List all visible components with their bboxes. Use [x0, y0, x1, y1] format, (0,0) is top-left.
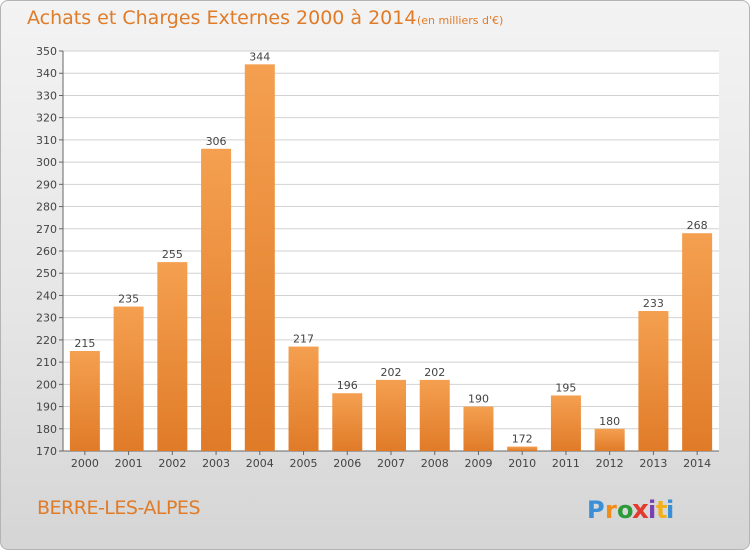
y-tick-label: 200 [36, 378, 57, 391]
data-label-2008: 202 [424, 366, 445, 379]
y-tick-label: 270 [36, 223, 57, 236]
data-label-2006: 196 [337, 379, 358, 392]
bar-2006 [332, 393, 363, 451]
y-tick-label: 230 [36, 312, 57, 325]
x-tick-label-2007: 2007 [377, 457, 405, 470]
y-tick-label: 170 [36, 445, 57, 458]
y-tick-label: 280 [36, 201, 57, 214]
bar-2011 [550, 395, 581, 451]
data-label-2000: 215 [74, 337, 95, 350]
data-label-2009: 190 [468, 393, 489, 406]
bar-2008 [419, 379, 450, 451]
bar-2003 [201, 148, 232, 451]
x-tick-label-2001: 2001 [115, 457, 143, 470]
x-tick-label-2014: 2014 [683, 457, 711, 470]
y-tick-label: 260 [36, 245, 57, 258]
data-label-2002: 255 [162, 248, 183, 261]
y-tick-label: 180 [36, 423, 57, 436]
bar-2009 [463, 406, 494, 451]
logo-letter: P [587, 496, 605, 524]
x-tick-label-2010: 2010 [508, 457, 536, 470]
x-tick-label-2000: 2000 [71, 457, 99, 470]
bar-2014 [682, 233, 713, 451]
x-tick-label-2004: 2004 [246, 457, 274, 470]
x-tick-label-2005: 2005 [290, 457, 318, 470]
logo-letter: o [617, 496, 634, 524]
x-tick-label-2008: 2008 [421, 457, 449, 470]
data-label-2012: 180 [599, 415, 620, 428]
x-tick-label-2006: 2006 [333, 457, 361, 470]
y-tick-label: 310 [36, 134, 57, 147]
y-tick-label: 210 [36, 356, 57, 369]
bar-2007 [376, 379, 406, 451]
data-label-2001: 235 [118, 293, 139, 306]
commune-name: BERRE-LES-ALPES [37, 497, 201, 519]
logo-letter: t [656, 496, 667, 524]
chart-title: Achats et Charges Externes 2000 à 2014 [27, 7, 417, 29]
x-tick-label-2003: 2003 [202, 457, 230, 470]
bar-2000 [69, 351, 100, 451]
x-tick-label-2002: 2002 [158, 457, 186, 470]
data-label-2004: 344 [249, 50, 270, 63]
logo-letter: x [632, 495, 649, 525]
data-label-2013: 233 [643, 297, 664, 310]
y-tick-label: 220 [36, 334, 57, 347]
y-tick-label: 350 [36, 45, 57, 58]
data-label-2011: 195 [555, 381, 576, 394]
y-tick-label: 190 [36, 401, 57, 414]
y-tick-label: 250 [36, 267, 57, 280]
logo-letter: i [648, 496, 656, 524]
x-tick-label-2012: 2012 [596, 457, 624, 470]
bar-2012 [594, 428, 625, 451]
data-label-2005: 217 [293, 333, 314, 346]
bar-2010 [507, 446, 538, 451]
x-tick-label-2011: 2011 [552, 457, 580, 470]
bar-2013 [638, 311, 669, 451]
x-tick-label-2013: 2013 [639, 457, 667, 470]
logo-letter: i [666, 496, 674, 524]
y-tick-label: 240 [36, 289, 57, 302]
chart-subtitle: (en milliers d'€) [417, 14, 504, 27]
bar-2005 [288, 346, 319, 451]
y-tick-label: 300 [36, 156, 57, 169]
y-tick-label: 320 [36, 112, 57, 125]
logo-letter: r [605, 496, 617, 524]
data-label-2014: 268 [687, 219, 708, 232]
y-tick-label: 330 [36, 89, 57, 102]
bar-2002 [157, 262, 188, 451]
x-tick-label-2009: 2009 [464, 457, 492, 470]
y-tick-label: 340 [36, 67, 57, 80]
data-label-2010: 172 [512, 433, 533, 446]
bar-2001 [113, 306, 144, 451]
y-tick-label: 290 [36, 178, 57, 191]
bar-2004 [244, 64, 275, 452]
data-label-2003: 306 [206, 135, 227, 148]
data-label-2007: 202 [381, 366, 402, 379]
